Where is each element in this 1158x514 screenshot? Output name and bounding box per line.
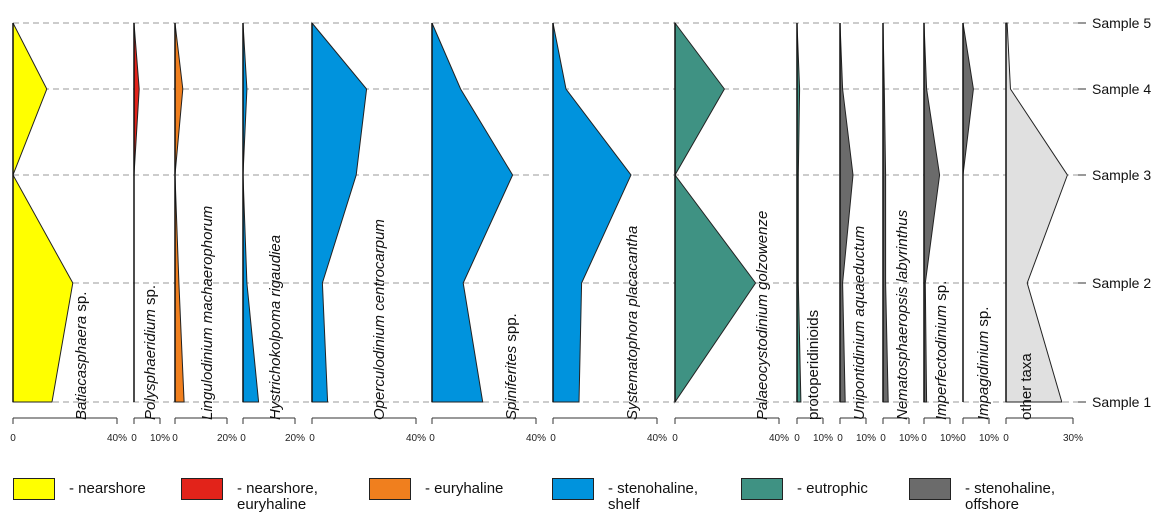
legend-swatch-euryhaline <box>369 478 411 500</box>
taxon-area <box>242 22 260 403</box>
taxon-column: 0 20% Hystrichokolpoma rigaudiea <box>240 22 305 444</box>
taxon-area <box>962 22 974 402</box>
taxon-label: Palaeocystodinium golzowenze <box>754 211 771 420</box>
x-tick-label: 10% <box>940 433 960 444</box>
legend-item-stenohaline-shelf: - stenohaline, shelf <box>552 474 698 513</box>
legend-item-nearshore-euryhaline: - nearshore, euryhaline <box>181 474 318 513</box>
sample-label: Sample 2 <box>1092 275 1151 291</box>
taxon-area <box>174 22 185 403</box>
taxon-area <box>882 22 889 403</box>
x-tick-label: 0 <box>794 433 800 444</box>
taxon-area <box>12 22 74 403</box>
taxon-label: Operculodinium centrocarpum <box>371 219 388 420</box>
x-tick-label: 0 <box>429 433 435 444</box>
legend-label-eutrophic: - eutrophic <box>797 480 868 497</box>
taxon-label: Spiniferites spp. <box>503 313 520 420</box>
x-tick-label: 10% <box>899 433 919 444</box>
sample-label: Sample 5 <box>1092 15 1151 31</box>
taxon-label: Systematophora placacantha <box>624 226 641 420</box>
taxon-column: 0 10% Impagidinium sp. <box>960 22 999 444</box>
taxon-column: 0 10% Nematosphaeropsis labyrinthus <box>880 22 919 444</box>
taxon-label: Unipontidinium aquaeductum <box>851 226 868 420</box>
x-tick-label: 10% <box>150 433 170 444</box>
x-tick-label: 20% <box>285 433 305 444</box>
x-tick-label: 10% <box>813 433 833 444</box>
legend-swatch-nearshore <box>13 478 55 500</box>
legend-item-nearshore: - nearshore <box>13 474 146 500</box>
taxon-label: other taxa <box>1018 353 1035 420</box>
legend: - nearshore - nearshore, euryhaline - eu… <box>0 474 1158 514</box>
taxon-area <box>674 21 757 404</box>
x-tick-label: 10% <box>979 433 999 444</box>
legend-item-eutrophic: - eutrophic <box>741 474 868 500</box>
legend-swatch-eutrophic <box>741 478 783 500</box>
taxon-label: protoperidinioids <box>805 310 822 420</box>
x-tick-label: 40% <box>769 433 789 444</box>
taxon-area <box>431 22 514 403</box>
sample-label: Sample 3 <box>1092 167 1151 183</box>
x-tick-label: 30% <box>1063 433 1083 444</box>
legend-item-stenohaline-offshore: - stenohaline, offshore <box>909 474 1055 513</box>
taxon-column: 0 10% protoperidinioids <box>794 22 833 444</box>
taxon-label: Impagidinium sp. <box>975 307 992 420</box>
x-tick-label: 0 <box>550 433 556 444</box>
x-tick-label: 0 <box>672 433 678 444</box>
x-tick-label: 0 <box>921 433 927 444</box>
legend-swatch-stenohaline-shelf <box>552 478 594 500</box>
x-tick-label: 40% <box>647 433 667 444</box>
taxon-label: Lingulodinium machaerophorum <box>199 206 216 420</box>
taxon-label: Batiacasphaera sp. <box>73 292 90 420</box>
legend-label-stenohaline-offshore: - stenohaline, offshore <box>965 480 1056 513</box>
legend-swatch-stenohaline-offshore <box>909 478 951 500</box>
taxon-column: 0 40% Batiacasphaera sp. <box>10 22 127 444</box>
taxon-column: 0 10% Polysphaeridium sp. <box>131 22 170 444</box>
taxon-area <box>1005 22 1068 403</box>
x-tick-label: 0 <box>880 433 886 444</box>
taxon-area <box>311 21 368 403</box>
taxon-column: 0 40% Spiniferites spp. <box>429 22 546 444</box>
x-tick-label: 0 <box>837 433 843 444</box>
sample-label: Sample 1 <box>1092 394 1151 410</box>
x-tick-label: 0 <box>10 433 16 444</box>
x-tick-label: 40% <box>406 433 426 444</box>
x-tick-label: 0 <box>309 433 315 444</box>
taxon-column: 0 20% Lingulodinium machaerophorum <box>172 22 237 444</box>
taxon-column: 0 10% Unipontidinium aquaeductum <box>837 22 876 444</box>
x-tick-label: 10% <box>856 433 876 444</box>
x-tick-label: 20% <box>217 433 237 444</box>
taxon-column: 0 40% Operculodinium centrocarpum <box>309 21 426 444</box>
taxon-column: 0 40% Palaeocystodinium golzowenze <box>672 21 789 444</box>
taxon-label: Nematosphaeropsis labyrinthus <box>894 209 911 420</box>
taxon-label: Polysphaeridium sp. <box>142 285 159 420</box>
taxon-label: Imperfectodinium sp. <box>933 281 950 420</box>
legend-label-stenohaline-shelf: - stenohaline, shelf <box>608 480 699 513</box>
taxon-label: Hystrichokolpoma rigaudiea <box>267 235 284 420</box>
x-tick-label: 0 <box>1003 433 1009 444</box>
sample-label: Sample 4 <box>1092 81 1151 97</box>
x-tick-label: 0 <box>131 433 137 444</box>
taxon-column: 0 10% Imperfectodinium sp. <box>921 22 960 444</box>
taxon-area <box>133 22 140 402</box>
x-tick-label: 40% <box>107 433 127 444</box>
x-tick-label: 0 <box>172 433 178 444</box>
legend-label-nearshore-euryhaline: - nearshore, euryhaline <box>237 480 318 513</box>
taxon-column: 0 30% other taxa <box>1003 22 1083 444</box>
legend-item-euryhaline: - euryhaline <box>369 474 503 500</box>
x-tick-label: 0 <box>240 433 246 444</box>
taxon-column: 0 40% Systematophora placacantha <box>550 22 667 444</box>
x-tick-label: 0 <box>960 433 966 444</box>
legend-label-nearshore: - nearshore <box>69 480 146 497</box>
taxon-area <box>552 22 632 403</box>
legend-swatch-nearshore-euryhaline <box>181 478 223 500</box>
stratigraphic-range-chart: Sample 5 Sample 4 Sample 3 Sample 2 Sample 1… <box>10 15 1151 444</box>
legend-label-euryhaline: - euryhaline <box>425 480 504 497</box>
x-tick-label: 40% <box>526 433 546 444</box>
